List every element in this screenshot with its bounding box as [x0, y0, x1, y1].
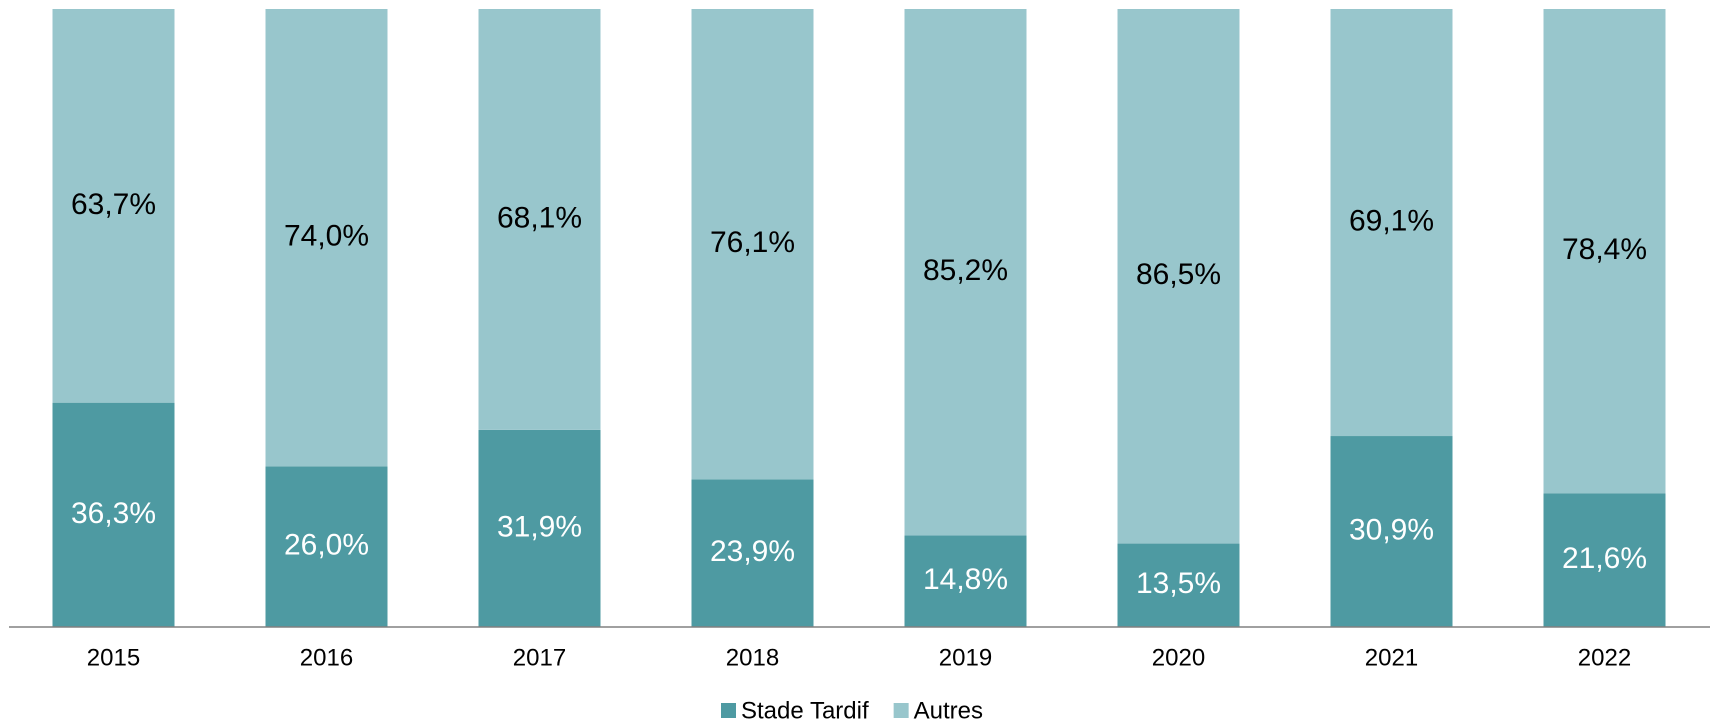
- bar-segment: [1330, 436, 1453, 627]
- legend-swatch: [893, 703, 909, 718]
- bar-segment: [904, 535, 1027, 627]
- legend-label: Stade Tardif: [741, 697, 869, 724]
- data-label: 14,8%: [923, 563, 1008, 596]
- bar-segment: [691, 9, 814, 480]
- bar-segment: [478, 429, 601, 627]
- x-tick-label: 2015: [87, 644, 140, 671]
- bar-segment: [1117, 543, 1240, 627]
- data-label: 69,1%: [1349, 204, 1434, 237]
- x-tick-label: 2021: [1365, 644, 1418, 671]
- x-tick-label: 2017: [513, 644, 566, 671]
- bar-segment: [478, 9, 601, 430]
- bar-segment: [52, 402, 175, 627]
- bar-segment: [265, 466, 388, 627]
- data-label: 36,3%: [71, 497, 156, 530]
- data-label: 78,4%: [1562, 233, 1647, 266]
- bar-segment: [265, 9, 388, 467]
- data-label: 86,5%: [1136, 258, 1221, 291]
- bar-segment: [1543, 493, 1666, 627]
- data-label: 26,0%: [284, 529, 369, 562]
- bar-segment: [52, 9, 175, 403]
- data-label: 63,7%: [71, 188, 156, 221]
- legend-swatch: [721, 703, 736, 718]
- data-label: 21,6%: [1562, 542, 1647, 575]
- legend-label: Autres: [914, 697, 983, 724]
- data-label: 74,0%: [284, 220, 369, 253]
- x-tick-label: 2020: [1152, 644, 1205, 671]
- x-tick-label: 2016: [300, 644, 353, 671]
- bar-segment: [1330, 9, 1453, 437]
- bar-segment: [904, 9, 1027, 536]
- bar-segment: [1117, 9, 1240, 544]
- x-tick-label: 2018: [726, 644, 779, 671]
- data-label: 68,1%: [497, 201, 582, 234]
- x-tick-label: 2022: [1578, 644, 1631, 671]
- bar-segment: [691, 479, 814, 627]
- data-label: 13,5%: [1136, 567, 1221, 600]
- x-tick-label: 2019: [939, 644, 992, 671]
- data-label: 85,2%: [923, 254, 1008, 287]
- data-label: 76,1%: [710, 226, 795, 259]
- data-label: 23,9%: [710, 535, 795, 568]
- data-label: 31,9%: [497, 510, 582, 543]
- bar-segment: [1543, 9, 1666, 494]
- data-label: 30,9%: [1349, 513, 1434, 546]
